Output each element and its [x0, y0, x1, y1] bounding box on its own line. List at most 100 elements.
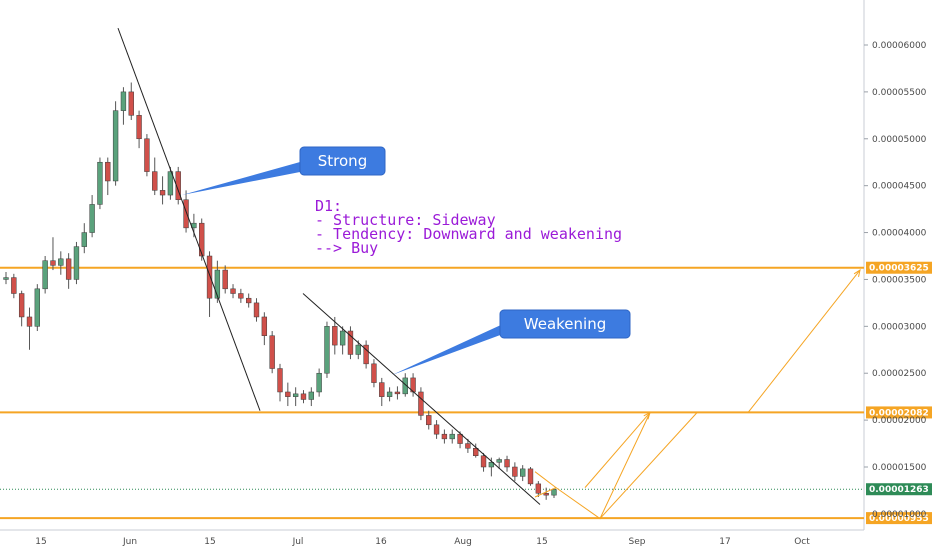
candle-body	[253, 302, 260, 318]
candle-body	[551, 489, 557, 496]
candle-body	[324, 326, 330, 374]
candle-body	[277, 368, 283, 393]
level-price-label: 0.00000955	[869, 514, 929, 524]
callout-box	[299, 146, 386, 176]
trendline	[302, 293, 541, 505]
candle-body	[199, 222, 205, 257]
projection-line	[584, 412, 651, 488]
trendlines	[117, 27, 541, 505]
candle-body	[128, 91, 134, 116]
candle-body	[308, 391, 314, 400]
level-price-label: 0.00003625	[869, 264, 929, 274]
y-tick-label: 0.00004000	[872, 229, 927, 239]
level-price-label: 0.00002082	[869, 408, 929, 418]
current-price-tag	[866, 483, 932, 496]
candle-body	[355, 344, 361, 355]
x-tick-label: 15	[35, 537, 46, 547]
price-axis[interactable]: 0.00006000 0.00005500 0.00005000 0.00004500…	[864, 41, 927, 520]
x-tick-label: Aug	[454, 537, 472, 547]
candle-body	[81, 232, 87, 247]
candle-body	[496, 459, 502, 463]
candle-body	[269, 335, 275, 369]
callout-pointer	[182, 162, 300, 195]
level-price-tag	[866, 406, 932, 419]
candle-body	[504, 459, 510, 468]
candle-body	[58, 258, 64, 266]
candle-body	[386, 391, 393, 397]
candle-body	[332, 326, 338, 346]
x-tick-label: 15	[536, 537, 547, 547]
y-tick-label: 0.00002500	[872, 369, 927, 379]
callout-pointer	[392, 324, 503, 375]
y-tick-label: 0.00004500	[872, 182, 927, 192]
callout-label: Weakening	[524, 315, 606, 333]
candle-body	[520, 468, 526, 477]
candle-body	[339, 330, 346, 346]
candle-body	[112, 110, 119, 182]
candle-body	[238, 293, 244, 299]
candle-body	[167, 171, 174, 196]
y-tick-label-hidden: 0.00001000	[872, 510, 927, 520]
candle-body	[316, 372, 322, 393]
candle-body	[488, 462, 495, 468]
candle-body	[42, 260, 48, 290]
projection-line	[747, 269, 861, 413]
candle-body	[480, 455, 487, 468]
x-tick-label: Jul	[292, 537, 304, 547]
candle-body	[347, 330, 354, 355]
candle-body	[418, 391, 424, 416]
candle-body	[18, 293, 25, 318]
projection-arrowhead	[853, 269, 861, 278]
projection-arrowhead	[643, 411, 651, 420]
y-tick-label: 0.00003000	[872, 322, 927, 332]
candle-body	[206, 255, 213, 299]
candle-body	[152, 171, 158, 191]
candle-body	[136, 115, 142, 140]
candle-body	[371, 363, 377, 383]
candle-body	[433, 424, 440, 435]
candle-body	[261, 316, 268, 336]
candle-body	[292, 393, 299, 397]
candle-body	[512, 466, 518, 477]
trendline	[117, 27, 261, 411]
x-tick-label: Oct	[794, 537, 810, 547]
callout-box	[499, 309, 631, 339]
time-axis[interactable]: 15 Jun 15 Jul 16 Aug 15 Sep 17 Oct	[35, 537, 810, 547]
y-tick-label: 0.00006000	[872, 41, 927, 51]
candlestick-series	[3, 82, 557, 500]
x-tick-label: 17	[719, 537, 730, 547]
chart-grid	[0, 0, 865, 531]
projection-line	[599, 412, 698, 519]
candle-body	[11, 277, 17, 294]
projection-wedge	[534, 471, 557, 498]
y-tick-label: 0.00001500	[872, 463, 927, 473]
candle-body	[97, 161, 103, 205]
note-line: - Structure: Sideway	[315, 211, 496, 229]
candle-body	[457, 433, 463, 444]
candle-body	[473, 447, 479, 456]
y-tick-label: 0.00005000	[872, 135, 927, 145]
candle-body	[441, 433, 448, 440]
candle-body	[26, 316, 33, 327]
note-line: --> Buy	[315, 239, 378, 257]
candle-body	[214, 269, 221, 299]
callout-label: Strong	[318, 152, 367, 170]
current-price-label: 0.00001263	[869, 485, 929, 495]
candle-body	[50, 260, 56, 266]
candle-body	[144, 138, 150, 172]
candle-body	[285, 391, 291, 397]
y-tick-label: 0.00002000	[872, 416, 927, 426]
callouts: Strong Weakening	[182, 146, 631, 375]
candle-body	[89, 204, 95, 233]
x-tick-label: 16	[375, 537, 387, 547]
candle-body	[363, 344, 369, 365]
candle-body	[65, 258, 72, 280]
candle-body	[449, 433, 455, 440]
candle-body	[300, 393, 307, 400]
x-tick-label: Sep	[629, 537, 646, 547]
candle-body	[535, 483, 542, 494]
candle-body	[230, 288, 236, 294]
y-tick-label: 0.00003500	[872, 275, 927, 285]
candle-body	[175, 171, 181, 200]
